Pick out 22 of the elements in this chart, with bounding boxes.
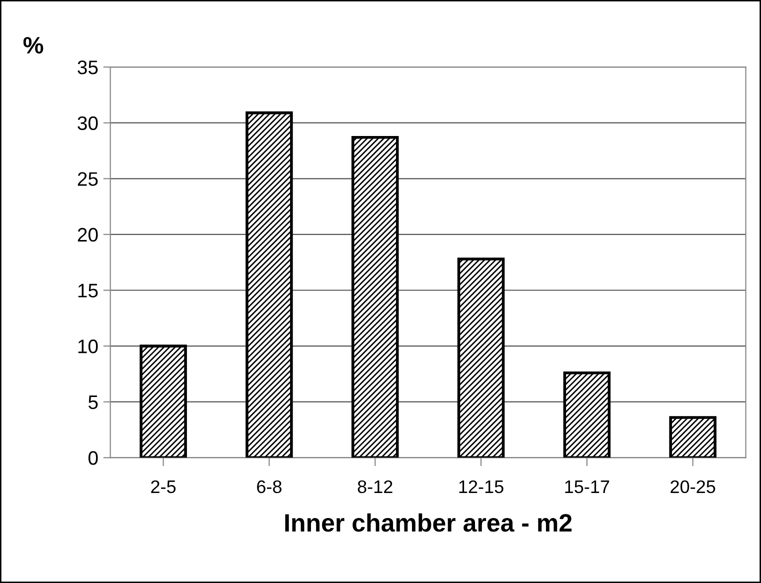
y-tick-label: 35 bbox=[78, 60, 98, 74]
x-axis-title: Inner chamber area - m2 bbox=[285, 513, 572, 532]
bar bbox=[246, 111, 293, 458]
x-tick-label: 8-12 bbox=[358, 480, 392, 494]
x-tick-label: 20-25 bbox=[670, 480, 716, 494]
y-tick-label: 0 bbox=[88, 451, 98, 465]
y-tick-label: 5 bbox=[88, 396, 98, 410]
x-tick-label: 15-17 bbox=[565, 480, 610, 494]
x-tick-label: 2-5 bbox=[151, 480, 176, 494]
y-tick-label: 30 bbox=[78, 116, 98, 130]
bar bbox=[563, 371, 611, 458]
bar bbox=[457, 258, 505, 458]
y-axis-title: % bbox=[23, 36, 44, 54]
y-tick-label: 10 bbox=[78, 340, 98, 354]
y-tick-label: 25 bbox=[78, 172, 98, 186]
y-tick-label: 15 bbox=[78, 284, 98, 298]
bar bbox=[351, 136, 399, 458]
bar bbox=[669, 416, 716, 458]
bar bbox=[140, 344, 187, 458]
x-tick-label: 6-8 bbox=[257, 480, 282, 494]
x-tick-label: 12-15 bbox=[459, 480, 504, 494]
y-tick-label: 20 bbox=[78, 228, 98, 242]
